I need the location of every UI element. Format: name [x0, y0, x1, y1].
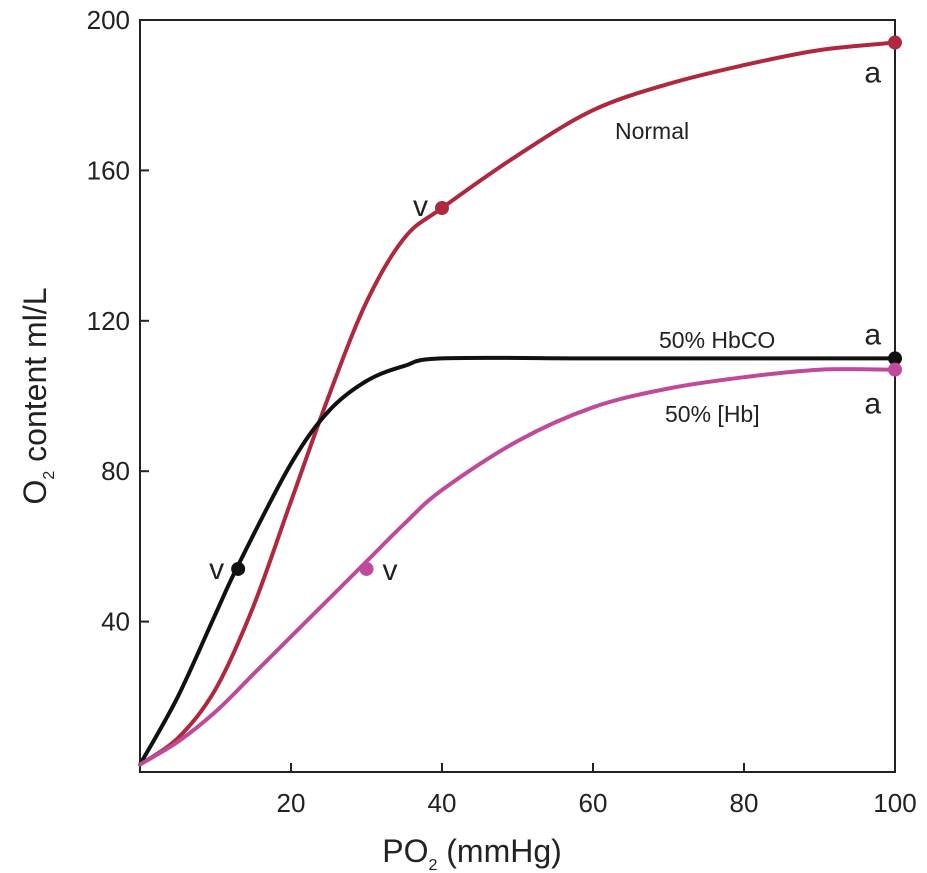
y-axis-ticks: 40 80 120 160 200: [87, 5, 149, 637]
y-tick-label: 120: [87, 306, 130, 336]
point-label-a: a: [864, 318, 881, 351]
y-axis-title-sub: 2: [41, 471, 58, 480]
series-label-normal: Normal: [615, 118, 689, 144]
data-point-hbco-a: [888, 351, 902, 366]
x-axis-ticks: 20 40 60 80 100: [277, 763, 917, 818]
y-tick-label: 40: [101, 607, 130, 637]
y-axis-title-main: O: [17, 480, 53, 505]
plot-frame: [139, 19, 896, 773]
x-tick-label: 40: [428, 788, 457, 818]
series-label-hb: 50% [Hb]: [665, 401, 760, 427]
data-point-hb-a: [888, 362, 902, 377]
series-line-hbco: [138, 355, 897, 767]
data-point-normal-a: [888, 35, 902, 50]
data-point-hbco-v: [231, 561, 246, 576]
point-label-v: v: [413, 190, 428, 223]
x-axis-title-sub: 2: [428, 857, 437, 873]
x-tick-label: 60: [579, 788, 608, 818]
series-line-normal: [138, 40, 897, 767]
y-tick-label: 200: [87, 5, 130, 35]
x-axis-title: PO2 (mmHg): [382, 833, 562, 873]
x-tick-label: 100: [873, 788, 916, 818]
series-line-hb: [138, 367, 897, 767]
point-label-v: v: [383, 554, 398, 587]
y-tick-label: 160: [87, 155, 130, 185]
data-point-hb-v: [359, 561, 374, 576]
y-tick-label: 80: [101, 456, 130, 486]
point-label-a: a: [864, 388, 881, 421]
x-tick-label: 80: [730, 788, 759, 818]
y-axis-title-rest: content ml/L: [17, 288, 53, 471]
y-axis-title: O2 content ml/L: [17, 288, 58, 505]
series-layer: Normal 50% HbCO 50% [Hb] v a v a v a: [138, 35, 902, 767]
series-label-hbco: 50% HbCO: [659, 327, 775, 353]
point-label-v: v: [209, 553, 224, 586]
data-point-normal-v: [435, 201, 449, 215]
x-axis-title-main: PO: [382, 833, 428, 869]
point-label-a: a: [864, 57, 881, 90]
x-tick-label: 20: [277, 788, 306, 818]
x-axis-title-rest: (mmHg): [437, 833, 561, 869]
